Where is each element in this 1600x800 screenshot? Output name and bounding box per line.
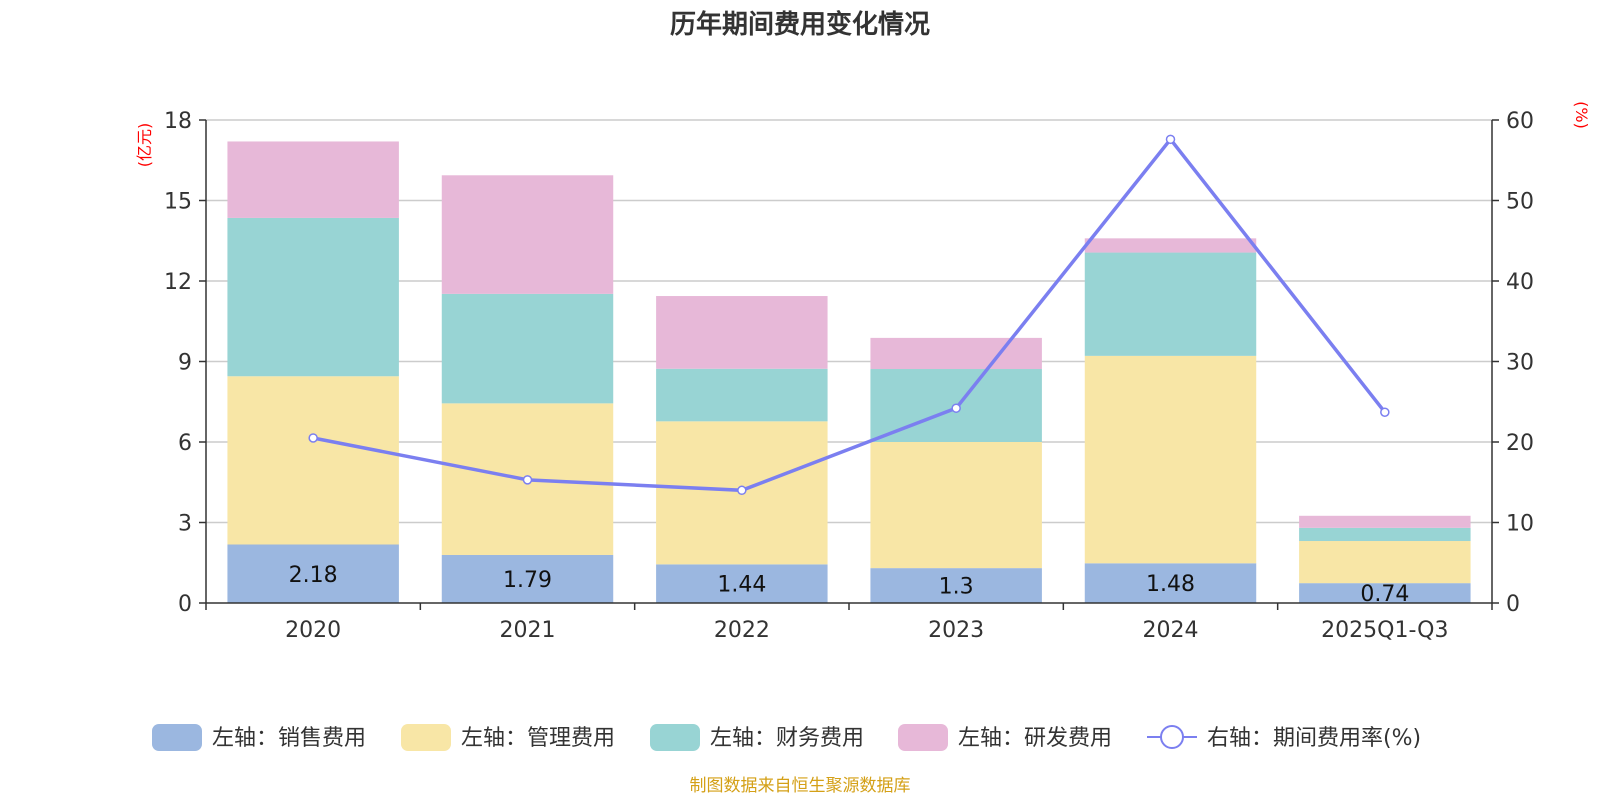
data-label: 1.44 <box>717 573 766 598</box>
bar-segment <box>441 554 614 603</box>
legend-label: 左轴：销售费用 <box>212 726 366 751</box>
legend: 左轴：销售费用 左轴：管理费用 左轴：财务费用 左轴：研发费用 右轴：期间费用率(%) <box>152 724 1421 751</box>
data-label: 1.3 <box>939 575 974 600</box>
left-axis-ticks: 0 3 6 9 12 15 18 <box>164 109 206 617</box>
bar-segment <box>1084 238 1257 253</box>
x-tick-label: 2022 <box>714 618 770 643</box>
chart-title: 历年期间费用变化情况 <box>670 9 930 40</box>
bar-segment <box>656 296 828 369</box>
left-tick-label: 9 <box>178 351 192 376</box>
rate-point <box>522 475 533 485</box>
x-tick-label: 2025Q1-Q3 <box>1321 618 1448 643</box>
bar-segment <box>227 141 399 218</box>
right-axis-ticks: 0 10 20 30 40 50 60 <box>1492 109 1534 617</box>
x-tick-label: 2020 <box>285 618 341 643</box>
legend-label: 左轴：研发费用 <box>958 726 1112 751</box>
right-tick-label: 10 <box>1506 512 1534 537</box>
rate-line <box>312 136 1387 493</box>
bar-segment <box>1299 541 1471 584</box>
bar-segment <box>656 368 828 422</box>
left-axis-unit: (亿元) <box>135 123 154 168</box>
legend-swatch <box>898 724 948 751</box>
right-tick-label: 40 <box>1506 270 1534 295</box>
x-tick-label: 2023 <box>928 618 984 643</box>
bar-segment <box>656 564 828 603</box>
bar-segment <box>870 568 1042 603</box>
legend-line-marker <box>1160 725 1184 749</box>
x-tick-label: 2024 <box>1143 618 1199 643</box>
bar-segment <box>227 376 399 545</box>
right-tick-label: 60 <box>1506 109 1534 134</box>
data-labels: 2.18 1.79 1.44 1.3 1.48 0.74 <box>289 563 1410 607</box>
bar-segment <box>441 293 614 404</box>
legend-label: 左轴：管理费用 <box>461 726 615 751</box>
legend-swatch <box>650 724 700 751</box>
left-tick-label: 6 <box>178 431 192 456</box>
bar-segment <box>1299 515 1471 528</box>
bar-segment <box>1084 355 1257 564</box>
legend-label: 左轴：财务费用 <box>710 726 864 751</box>
legend-label: 右轴：期间费用率(%) <box>1207 726 1421 751</box>
left-tick-label: 3 <box>178 512 192 537</box>
rate-point <box>1380 407 1390 417</box>
bar-segment <box>1084 563 1257 603</box>
bar-segment <box>870 442 1042 569</box>
right-axis-unit: (%) <box>1572 101 1591 129</box>
grid-lines <box>206 119 1492 524</box>
rate-point <box>1165 134 1176 145</box>
left-tick-label: 12 <box>164 270 192 295</box>
bar-segment <box>1299 583 1471 603</box>
bar-segment <box>441 175 614 294</box>
right-tick-label: 50 <box>1506 190 1534 215</box>
left-tick-label: 0 <box>178 592 192 617</box>
bar-segment <box>870 337 1042 370</box>
left-tick-label: 18 <box>164 109 192 134</box>
source-note: 制图数据来自恒生聚源数据库 <box>690 776 911 796</box>
left-tick-label: 15 <box>164 190 192 215</box>
right-tick-label: 30 <box>1506 351 1534 376</box>
legend-swatch <box>152 724 202 751</box>
x-axis-ticks: 2020 2021 2022 2023 2024 2025Q1-Q3 <box>205 603 1493 643</box>
bars <box>227 141 1471 603</box>
rate-point <box>951 403 961 413</box>
right-tick-label: 0 <box>1506 592 1520 617</box>
data-label: 2.18 <box>289 563 338 588</box>
data-label: 1.79 <box>503 568 552 593</box>
x-tick-label: 2021 <box>500 618 556 643</box>
data-label: 1.48 <box>1146 572 1195 597</box>
bar-segment <box>227 217 399 377</box>
bar-segment <box>227 544 399 603</box>
bar-segment <box>1084 252 1257 356</box>
legend-swatch <box>401 724 451 751</box>
rate-point <box>737 485 747 496</box>
rate-line-series <box>308 134 1390 496</box>
right-tick-label: 20 <box>1506 431 1534 456</box>
rate-point <box>308 433 318 443</box>
bar-segment <box>1299 527 1471 542</box>
